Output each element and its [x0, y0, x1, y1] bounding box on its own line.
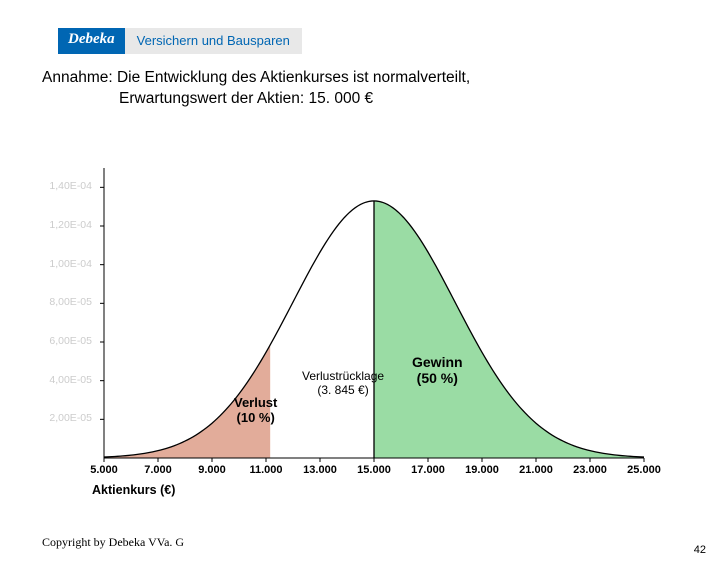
- ruecklage-label: Verlustrücklage: [302, 369, 384, 383]
- ytick-label: 8,00E-05: [34, 296, 92, 308]
- distribution-chart: Aktienkurs (€) Verlust (10 %) Verlustrüc…: [74, 168, 654, 498]
- xtick-label: 9.000: [190, 464, 234, 476]
- xtick-label: 11.000: [244, 464, 288, 476]
- xtick-label: 23.000: [568, 464, 612, 476]
- gewinn-label: Gewinn: [412, 354, 463, 370]
- page-number: 42: [694, 544, 706, 556]
- ytick-label: 1,40E-04: [34, 180, 92, 192]
- ytick-label: 6,00E-05: [34, 335, 92, 347]
- assumption-text: Annahme: Die Entwicklung des Aktienkurse…: [42, 68, 720, 110]
- ytick-label: 1,00E-04: [34, 258, 92, 270]
- gewinn-pct: (50 %): [417, 370, 458, 386]
- ytick-label: 1,20E-04: [34, 219, 92, 231]
- x-axis-title: Aktienkurs (€): [92, 483, 175, 497]
- xtick-label: 13.000: [298, 464, 342, 476]
- xtick-label: 21.000: [514, 464, 558, 476]
- verlust-label: Verlust: [234, 395, 277, 410]
- xtick-label: 17.000: [406, 464, 450, 476]
- xtick-label: 19.000: [460, 464, 504, 476]
- xtick-label: 15.000: [352, 464, 396, 476]
- ruecklage-amount: (3. 845 €): [317, 383, 368, 397]
- header: Debeka Versichern und Bausparen: [58, 28, 720, 54]
- verlust-pct: (10 %): [237, 410, 275, 425]
- brand-tagline: Versichern und Bausparen: [125, 28, 302, 54]
- ruecklage-annotation: Verlustrücklage (3. 845 €): [302, 370, 384, 398]
- copyright-text: Copyright by Debeka VVa. G: [42, 535, 184, 550]
- chart-svg: [74, 168, 654, 498]
- verlust-annotation: Verlust (10 %): [234, 396, 277, 426]
- xtick-label: 7.000: [136, 464, 180, 476]
- gewinn-annotation: Gewinn (50 %): [412, 354, 463, 386]
- xtick-label: 25.000: [622, 464, 666, 476]
- assumption-line2: Erwartungswert der Aktien: 15. 000 €: [42, 89, 720, 110]
- assumption-line1: Annahme: Die Entwicklung des Aktienkurse…: [42, 68, 720, 89]
- ytick-label: 4,00E-05: [34, 374, 92, 386]
- brand-logo: Debeka: [58, 28, 125, 54]
- ytick-label: 2,00E-05: [34, 412, 92, 424]
- xtick-label: 5.000: [82, 464, 126, 476]
